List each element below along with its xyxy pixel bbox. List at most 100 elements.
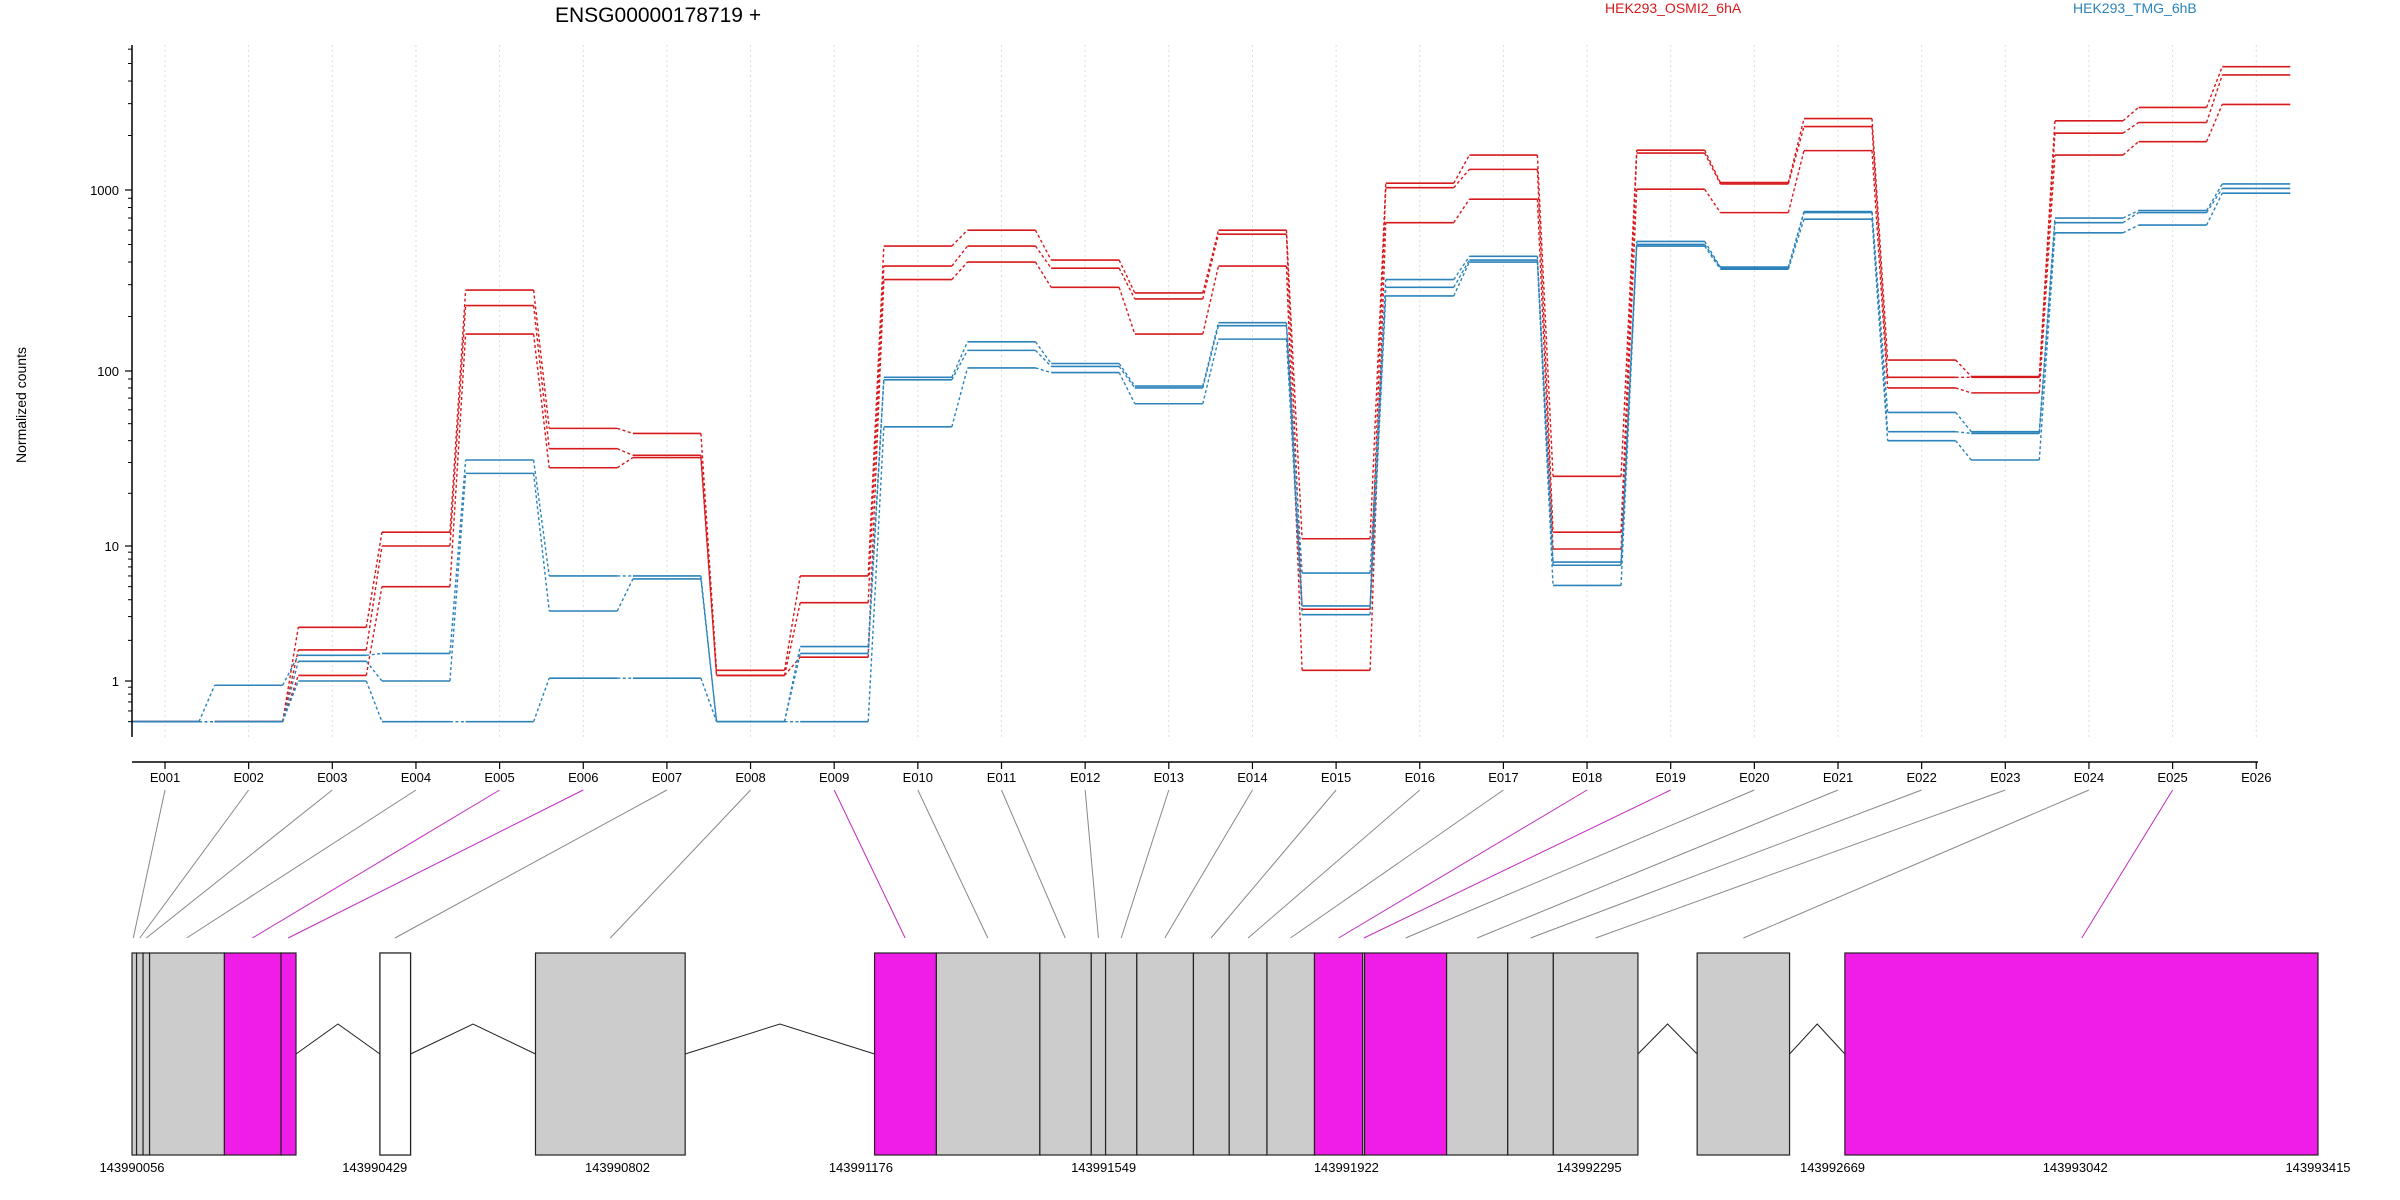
series-transition (1871, 126, 1889, 378)
exon-block (1104, 952, 1138, 1156)
x-tick-label: E004 (401, 770, 431, 785)
series-transition (1536, 169, 1554, 533)
series-transition (365, 586, 383, 676)
x-tick-label: E021 (1823, 770, 1853, 785)
series-transition (2038, 154, 2056, 393)
series-transition (1034, 245, 1052, 269)
exon-block (1266, 952, 1316, 1156)
y-axis-label: Normalized counts (13, 347, 29, 463)
exon-block (1039, 952, 1092, 1156)
series-transition (1118, 267, 1136, 300)
x-tick-label: E002 (233, 770, 263, 785)
exon-connector (833, 789, 906, 939)
series-transition (1453, 168, 1470, 189)
intron-line (410, 1023, 536, 1055)
series-transition (365, 532, 383, 628)
x-tick-label: E006 (568, 770, 598, 785)
axes: 1 10 100 1000 E001 E002 E003 E004 E005 E006 E007 E0… (90, 45, 2271, 785)
x-tick-label: E009 (819, 770, 849, 785)
series-transition (365, 545, 383, 650)
series-transition (1202, 234, 1220, 300)
x-tick-label: E008 (735, 770, 765, 785)
exon-connector (1743, 789, 2090, 939)
series-transition (951, 350, 969, 381)
series-transition (616, 578, 634, 612)
x-tick-label: E007 (652, 770, 682, 785)
series-transition (1369, 187, 1387, 610)
series-transition (449, 459, 467, 654)
series-transition (1453, 198, 1470, 224)
x-tick-label: E003 (317, 770, 347, 785)
intron-line (685, 1023, 875, 1055)
exon-block (148, 952, 226, 1156)
legend-entry-osmi2: HEK293_OSMI2_6hA (1605, 0, 1742, 16)
exon-block (1313, 952, 1364, 1156)
series-transition (951, 245, 969, 267)
coordinate-label: 143992669 (1800, 1160, 1865, 1175)
intron-line (1789, 1023, 1846, 1055)
series-transition (281, 661, 299, 722)
series-transition (1369, 183, 1387, 539)
series-transition (783, 575, 801, 671)
exon-connector (1164, 789, 1253, 939)
series-transition (1871, 150, 1889, 389)
x-tick-label: E018 (1572, 770, 1602, 785)
series-transition (1955, 430, 1972, 435)
series-line (131, 74, 2291, 723)
series-transition (198, 684, 216, 722)
series-transition (532, 305, 550, 449)
coordinate-label: 143991549 (1071, 1160, 1136, 1175)
series-transition (365, 680, 383, 722)
x-tick-label: E001 (150, 770, 180, 785)
series-transition (867, 379, 885, 654)
exon-connector (139, 789, 250, 939)
series-transition (1369, 287, 1387, 606)
exon-connector (394, 789, 668, 939)
series-transition (1453, 259, 1471, 288)
exon-block (280, 952, 297, 1156)
series-transition (282, 654, 299, 686)
x-tick-label: E015 (1321, 770, 1351, 785)
series-transition (1620, 153, 1638, 533)
series-transition (1704, 152, 1721, 185)
series-transition (1704, 245, 1721, 270)
series-transition (1955, 359, 1972, 377)
series-transition (783, 653, 801, 722)
x-tick-label: E017 (1488, 770, 1518, 785)
series-transition (532, 677, 550, 722)
exon-block (1445, 952, 1509, 1156)
y-tick-label: 1000 (90, 183, 119, 198)
exon-block (1507, 952, 1554, 1156)
exon-connectors (132, 789, 2174, 939)
series-transition (449, 473, 467, 682)
grid-lines (164, 45, 2257, 737)
series-transition (1536, 155, 1554, 477)
series-transition (951, 367, 969, 427)
coordinate-label: 143993415 (2285, 1160, 2350, 1175)
series-transition (2038, 232, 2056, 461)
x-tick-label: E011 (987, 770, 1016, 785)
series-transition (1871, 219, 1889, 441)
y-tick-label: 100 (97, 364, 119, 379)
x-tick-label: E016 (1405, 770, 1435, 785)
series-transition (1620, 244, 1638, 566)
exon-connector (1210, 789, 1337, 939)
series-lines (131, 65, 2291, 723)
exon-connector (1120, 789, 1170, 939)
series-transition (1453, 261, 1471, 297)
series-transition (1118, 363, 1136, 387)
series-transition (366, 652, 383, 657)
series-transition (1369, 295, 1387, 615)
series-transition (1285, 234, 1303, 610)
series-transition (1704, 244, 1721, 269)
exon-block (1228, 952, 1268, 1156)
series-transition (2205, 104, 2223, 142)
series-transition (1787, 126, 1805, 185)
series-transition (532, 333, 550, 468)
series-transition (1620, 189, 1638, 550)
exon-connector (1405, 789, 1755, 939)
exon-block (873, 952, 937, 1156)
series-transition (1035, 367, 1052, 374)
exon-connector (1476, 789, 1839, 939)
